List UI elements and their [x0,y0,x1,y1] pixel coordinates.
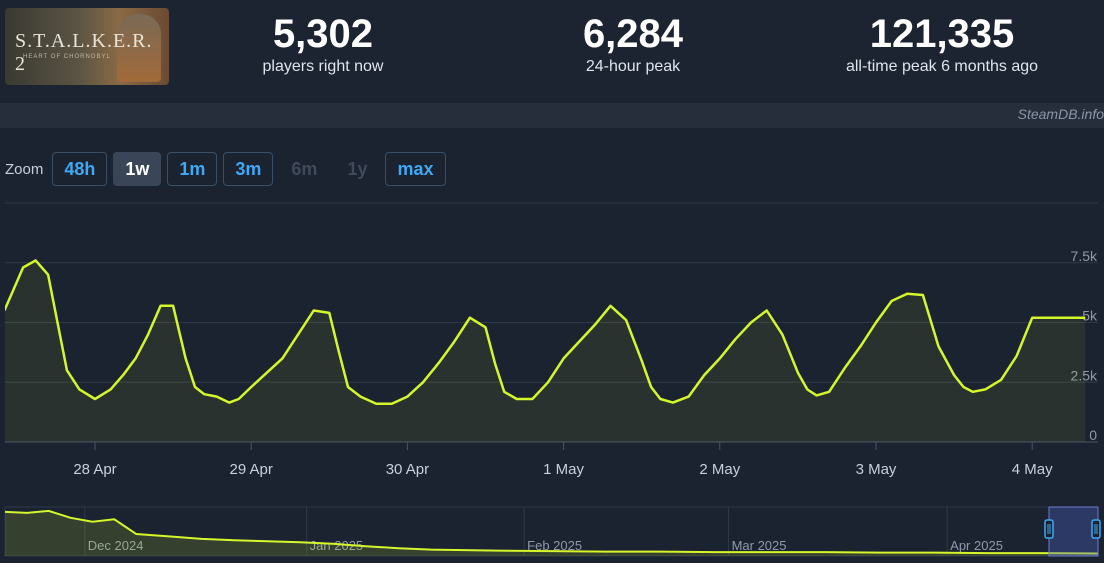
zoom-button-1y: 1y [347,158,368,179]
divider-strip [0,103,1104,128]
stat-label: players right now [262,58,384,75]
zoom-button-48h[interactable]: 48h [52,152,108,186]
stat-all-time-peak: 121,335 all-time peak 6 months ago [817,10,1067,76]
steamdb-credit[interactable]: SteamDB.info [1017,106,1104,122]
zoom-label: Zoom [5,160,44,178]
x-tick-label: 30 Apr [386,461,429,478]
navigator-selection[interactable] [1048,506,1099,557]
y-tick-label: 7.5k [1071,248,1098,264]
zoom-button-max[interactable]: max [385,152,446,186]
navigator-x-label: Dec 2024 [88,538,144,553]
stat-label: 24-hour peak [585,58,681,75]
navigator-frame [4,506,1099,557]
x-tick-label: 28 Apr [73,461,116,478]
x-tick-label: 29 Apr [230,461,273,478]
stat-24h-peak: 6,284 24-hour peak [543,10,723,76]
x-tick-label: 2 May [699,461,740,478]
stat-value: 121,335 [869,12,1015,56]
navigator-x-label: Mar 2025 [732,538,787,553]
zoom-button-1m[interactable]: 1m [167,152,218,186]
stat-value: 5,302 [272,12,374,56]
navigator-x-label: Jan 2025 [310,538,364,553]
navigator-line [4,509,1099,555]
zoom-button-6m: 6m [291,158,318,179]
zoom-button-3m[interactable]: 3m [223,152,274,186]
game-logo-subtitle: HEART OF CHORNOBYL [23,54,111,60]
navigator-x-label: Feb 2025 [527,538,582,553]
zoom-bar: Zoom 48h 1w 1m 3m 6m 1y max [5,152,452,186]
x-tick-label: 4 May [1012,461,1053,478]
header: S.T.A.L.K.E.R. 2 HEART OF CHORNOBYL 5,30… [0,0,1104,103]
navigator-handle[interactable] [1044,519,1054,539]
x-tick-label: 1 May [543,461,584,478]
series-line [5,259,1086,406]
zoom-button-1w[interactable]: 1w [113,152,162,186]
x-tick-label: 3 May [856,461,897,478]
navigator-handle[interactable] [1091,519,1101,539]
stat-current-players: 5,302 players right now [233,10,413,76]
navigator-area [5,510,1098,556]
series-area [5,260,1086,442]
y-tick-label: 2.5k [1071,367,1098,383]
player-count-chart[interactable]: 0 2.5k 5k 7.5k 28 Apr 29 Apr 30 Apr 1 May 2 May 3… [0,0,1104,490]
stalker-figure-image [117,14,161,82]
series-group [5,259,1086,442]
navigator-x-label: Apr 2025 [950,538,1003,553]
game-logo-text: S.T.A.L.K.E.R. 2 [15,30,153,75]
y-tick-label: 5k [1082,308,1098,324]
stat-label: all-time peak 6 months ago [845,58,1039,75]
stat-value: 6,284 [582,12,684,56]
y-tick-label: 0 [1089,427,1097,443]
game-thumbnail[interactable]: S.T.A.L.K.E.R. 2 HEART OF CHORNOBYL [5,8,169,85]
